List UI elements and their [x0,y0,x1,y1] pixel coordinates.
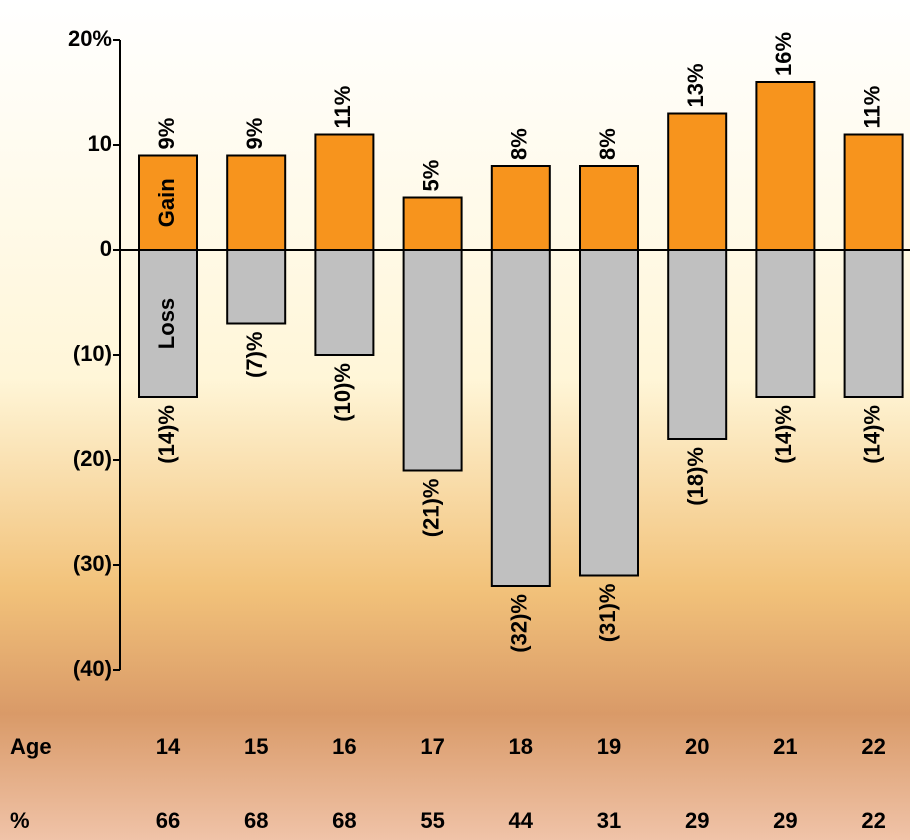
row-value: 66 [156,808,180,833]
value-label: (18)% [683,447,708,506]
bar [843,133,904,251]
series-label: Loss [154,298,179,349]
value-label: 8% [507,128,532,160]
row-value: 44 [509,808,534,833]
value-label: 11% [859,86,884,129]
value-label: (14)% [771,405,796,464]
x-tick-label: 21 [773,734,797,759]
bar [490,165,551,251]
bar [579,249,639,577]
x-tick-label: 14 [156,734,181,759]
value-label: 8% [595,128,620,160]
x-tick-label: 19 [597,734,621,759]
bar [226,249,287,325]
value-label: 16% [771,32,796,76]
bar [755,81,816,251]
bar [402,196,463,251]
x-axis-label: Age [10,734,52,759]
y-tick-label: 20% [68,26,112,51]
row-value: 68 [332,808,356,833]
x-tick-label: 20 [685,734,709,759]
bar [755,249,816,398]
x-tick-label: 18 [509,734,533,759]
value-label: 13% [683,63,708,107]
bar [667,112,728,251]
bar [138,249,198,398]
bar [314,249,375,356]
value-label: 9% [242,118,267,150]
value-label: (32)% [507,594,532,653]
row-value: 68 [244,808,268,833]
row-value: 22 [861,808,885,833]
bar [138,154,198,251]
bar [226,154,287,251]
x-tick-label: 16 [332,734,356,759]
value-label: (14)% [859,405,884,464]
value-label: 5% [418,160,443,192]
row-value: 29 [685,808,709,833]
x-tick-label: 15 [244,734,268,759]
x-tick-label: 17 [420,734,444,759]
y-tick-label: (30) [73,551,112,576]
y-tick-label: (10) [73,341,112,366]
row-label: % [10,808,30,833]
bar [579,165,639,251]
value-label: (10)% [330,363,355,422]
bar [314,133,375,251]
bar [843,249,904,398]
value-label: (7)% [242,332,267,378]
series-label: Gain [154,178,179,227]
value-label: 9% [154,118,179,150]
bar [490,249,551,587]
y-tick-label: (40) [73,656,112,681]
value-label: (31)% [595,584,620,643]
bar [402,249,463,472]
bar [667,249,728,440]
row-value: 55 [420,808,444,833]
row-value: 29 [773,808,797,833]
y-tick-label: 0 [100,236,112,261]
value-label: (14)% [154,405,179,464]
y-tick-label: (20) [73,446,112,471]
row-value: 31 [597,808,621,833]
value-label: (21)% [418,479,443,538]
y-tick-label: 10 [88,131,112,156]
value-label: 11% [330,86,355,129]
x-tick-label: 22 [861,734,885,759]
